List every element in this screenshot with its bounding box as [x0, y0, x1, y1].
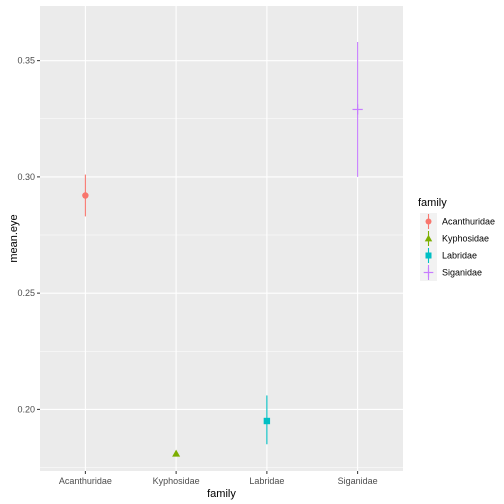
legend-key-symbol [424, 234, 433, 242]
legend-key-symbol [425, 252, 432, 259]
x-axis: Acanthuridae Kyphosidae Labridae Siganidae [59, 471, 378, 486]
minor-gridlines [40, 118, 403, 468]
legend-item: Siganidae [420, 264, 482, 281]
data-point [263, 417, 271, 425]
legend-title: family [418, 197, 447, 209]
y-tick-label: 0.25 [17, 288, 35, 298]
y-tick-label: 0.35 [17, 56, 35, 66]
y-tick-label: 0.20 [17, 404, 35, 414]
x-tick-label: Labridae [249, 476, 284, 486]
series-labridae [263, 395, 271, 445]
y-axis: 0.20 0.25 0.30 0.35 [17, 56, 40, 414]
legend-item: Acanthuridae [420, 213, 495, 230]
legend-key-symbol [425, 218, 432, 225]
y-axis-title: mean.eye [8, 214, 20, 262]
x-axis-title: family [207, 488, 236, 500]
legend-item: Kyphosidae [420, 230, 489, 247]
data-point [172, 449, 181, 457]
major-gridlines [40, 6, 403, 471]
legend-label: Labridae [442, 251, 477, 261]
series-siganidae [352, 42, 363, 177]
x-tick-label: Siganidae [338, 476, 378, 486]
plot-panel [40, 6, 403, 471]
series-acanthuridae [82, 174, 89, 217]
legend-label: Acanthuridae [442, 217, 495, 227]
legend-item: Labridae [420, 247, 477, 264]
data-marks [82, 42, 363, 457]
x-tick-label: Acanthuridae [59, 476, 112, 486]
y-tick-label: 0.30 [17, 172, 35, 182]
legend-label: Siganidae [442, 268, 482, 278]
legend-label: Kyphosidae [442, 234, 489, 244]
legend: family Acanthuridae Kyphosidae Labridae Sig… [418, 197, 495, 281]
data-point [82, 192, 89, 199]
series-kyphosidae [172, 449, 181, 457]
x-tick-label: Kyphosidae [153, 476, 200, 486]
